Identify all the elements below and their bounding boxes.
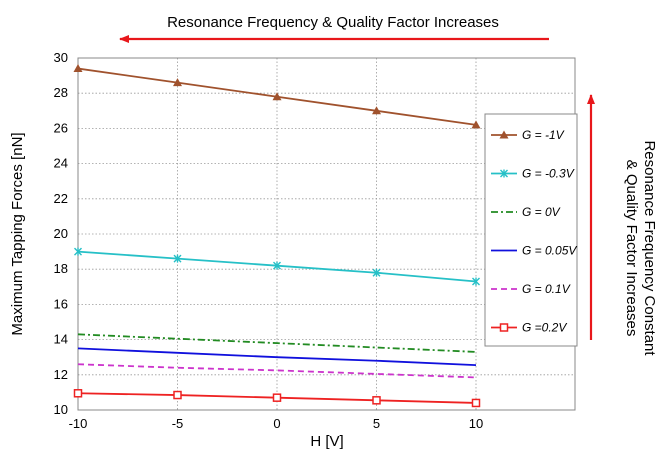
data-point (472, 277, 480, 286)
data-point (74, 247, 82, 256)
legend-marker (500, 169, 508, 178)
legend-marker (499, 323, 509, 332)
x-tick-label: 5 (373, 416, 380, 431)
data-point (273, 261, 281, 270)
legend-label: G = 0.1V (522, 282, 571, 296)
y-tick-label: 18 (54, 261, 68, 276)
legend-item: G = -1V (491, 128, 565, 142)
x-tick-label: 0 (273, 416, 280, 431)
data-point (272, 393, 282, 402)
series-group (73, 64, 481, 408)
legend-label: G = -1V (522, 128, 565, 142)
legend-item: G = 0.05V (491, 244, 577, 258)
data-point (471, 398, 481, 408)
y-tick-label: 14 (54, 332, 68, 347)
legend-item: G = 0.1V (491, 282, 571, 296)
legend: G = -1V G = -0.3V G = 0V G = 0.05V G = 0.1V G… (484, 113, 578, 347)
y-tick-label: 12 (54, 367, 68, 382)
y-tick-label: 26 (54, 120, 68, 135)
data-point (173, 390, 182, 400)
legend-marker (499, 130, 509, 139)
y-tick-label: 16 (54, 296, 68, 311)
series-5 (73, 389, 481, 408)
series-line (77, 333, 477, 353)
data-point (372, 106, 381, 115)
y-tick-label: 24 (54, 156, 68, 171)
y-tick-label: 28 (54, 85, 68, 100)
series-line (77, 363, 477, 379)
legend-item: G = -0.3V (491, 167, 575, 181)
legend-label: G = -0.3V (522, 167, 575, 181)
x-tick-label: -10 (69, 416, 88, 431)
legend-item: G = 0V (491, 205, 561, 219)
data-point (272, 92, 282, 101)
legend-label: G = 0V (522, 205, 561, 219)
series-3 (77, 347, 477, 367)
legend-item: G =0.2V (491, 321, 567, 335)
data-point (173, 78, 182, 87)
data-point (173, 254, 182, 263)
data-point (372, 268, 381, 277)
y-axis-title: Maximum Tapping Forces [nN] (9, 132, 26, 335)
top-annotation: Resonance Frequency & Quality Factor Inc… (167, 14, 499, 31)
series-2 (77, 333, 477, 353)
legend-box (484, 113, 578, 347)
data-point (372, 396, 381, 405)
series-0 (73, 64, 481, 129)
right-annotation-line1: Resonance Frequency Constant (641, 140, 658, 356)
x-axis-ticks: -10 -5 0 5 10 (69, 416, 484, 431)
series-1 (74, 247, 480, 286)
data-point (73, 64, 83, 73)
right-annotation-line2: & Quality Factor Increases (623, 160, 640, 337)
y-axis-ticks: 10 12 14 16 18 20 22 24 26 28 30 (54, 50, 68, 417)
data-point (471, 120, 481, 129)
y-tick-label: 20 (54, 226, 68, 241)
series-line (77, 347, 477, 367)
x-tick-label: 10 (469, 416, 483, 431)
legend-label: G = 0.05V (522, 244, 577, 258)
x-tick-label: -5 (172, 416, 184, 431)
data-point (73, 389, 83, 398)
x-axis-title: H [V] (310, 433, 343, 450)
y-tick-label: 22 (54, 191, 68, 206)
legend-items: G = -1V G = -0.3V G = 0V G = 0.05V G = 0.1V G… (491, 128, 577, 335)
series-4 (77, 363, 477, 379)
legend-label: G =0.2V (522, 321, 567, 335)
y-tick-label: 10 (54, 402, 68, 417)
y-tick-label: 30 (54, 50, 68, 65)
